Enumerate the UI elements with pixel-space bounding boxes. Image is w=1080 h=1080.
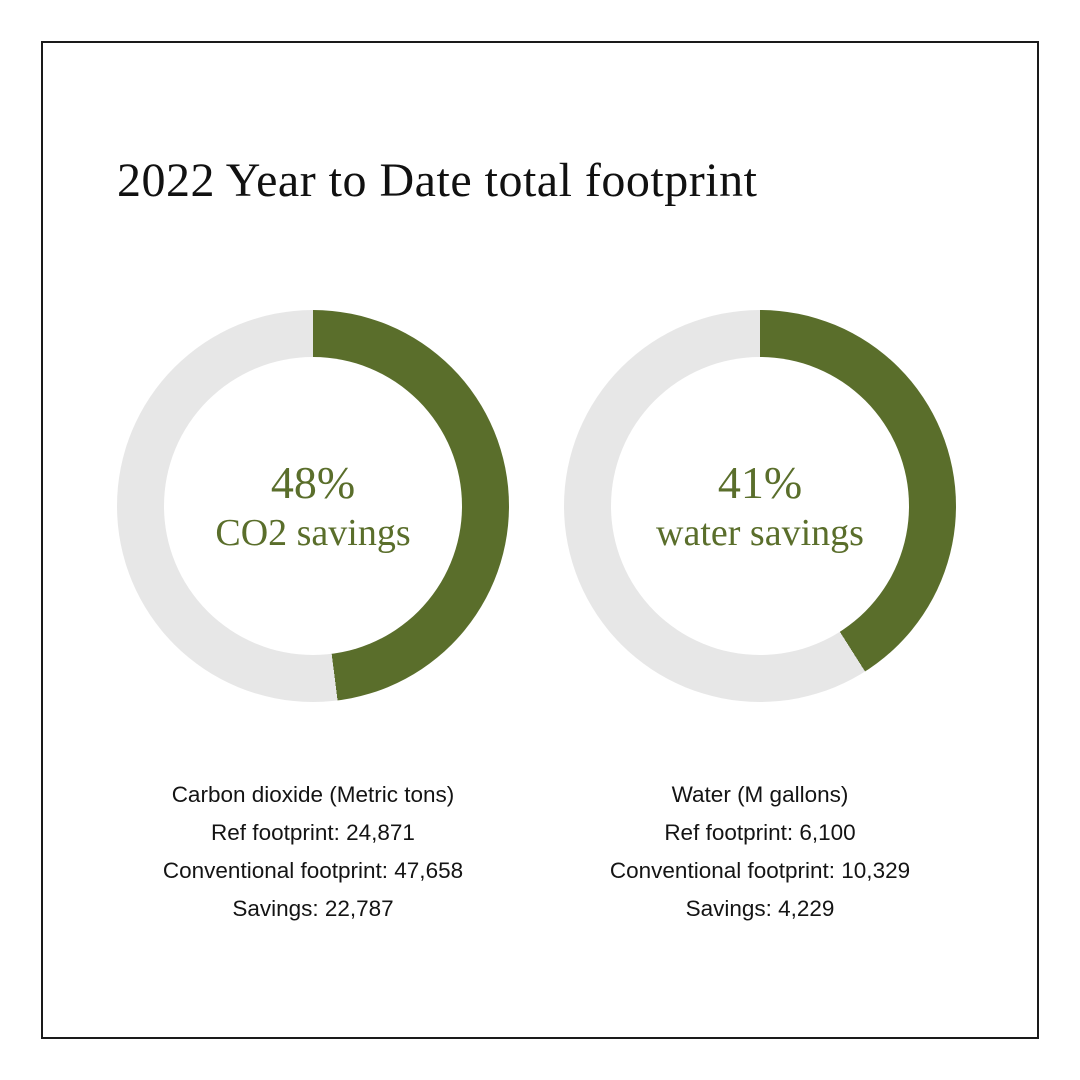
water-donut-chart: 41% water savings [564, 310, 956, 702]
page-title: 2022 Year to Date total footprint [117, 154, 758, 207]
water-conventional-footprint: Conventional footprint: 10,329 [609, 858, 911, 883]
border-frame: 2022 Year to Date total footprint 48% CO… [41, 41, 1039, 1039]
water-center-label: water savings [656, 512, 864, 554]
co2-caption: Carbon dioxide (Metric tons) Ref footpri… [163, 776, 463, 928]
water-ref-footprint: Ref footprint: 6,100 [664, 820, 856, 845]
water-caption-heading: Water (M gallons) [671, 782, 849, 807]
water-caption: Water (M gallons) Ref footprint: 6,100 C… [610, 776, 910, 928]
co2-donut-chart: 48% CO2 savings [117, 310, 509, 702]
co2-percent-value: 48% [270, 457, 356, 508]
co2-center-label: CO2 savings [215, 512, 411, 554]
co2-donut-center: 48% CO2 savings [117, 310, 509, 702]
co2-caption-heading: Carbon dioxide (Metric tons) [171, 782, 455, 807]
water-chart-block: 41% water savings Water (M gallons) Ref … [564, 310, 956, 928]
water-donut-center: 41% water savings [564, 310, 956, 702]
water-savings: Savings: 4,229 [685, 896, 835, 921]
water-percent-value: 41% [717, 457, 803, 508]
water-donut-hole [611, 357, 909, 655]
co2-savings: Savings: 22,787 [232, 896, 394, 921]
co2-ref-footprint: Ref footprint: 24,871 [211, 820, 415, 845]
co2-donut-hole [164, 357, 462, 655]
charts-row: 48% CO2 savings Carbon dioxide (Metric t… [117, 310, 1037, 928]
co2-chart-block: 48% CO2 savings Carbon dioxide (Metric t… [117, 310, 509, 928]
co2-conventional-footprint: Conventional footprint: 47,658 [162, 858, 464, 883]
